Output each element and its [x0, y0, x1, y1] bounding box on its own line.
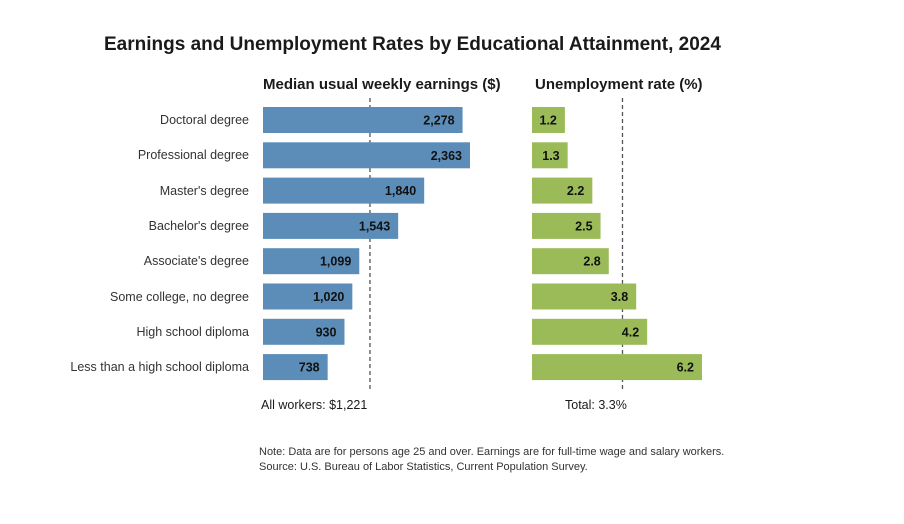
earnings-value-label: 738 [299, 361, 320, 375]
unemployment-bar [532, 212, 601, 239]
unemployment-bar [532, 354, 702, 381]
earnings-bar [263, 107, 463, 133]
earnings-bar [263, 354, 328, 381]
earnings-value-label: 1,543 [359, 219, 390, 233]
earnings-value-label: 1,840 [385, 184, 416, 198]
source-text: Source: U.S. Bureau of Labor Statistics,… [259, 461, 588, 473]
earnings-bar [263, 212, 399, 239]
earnings-bar [263, 142, 470, 169]
unemployment-reference-label: Total: 3.3% [565, 398, 627, 412]
note-text: Note: Data are for persons age 25 and ov… [259, 446, 725, 458]
unemployment-value-label: 2.5 [575, 219, 592, 233]
unemployment-bar [532, 283, 637, 310]
earnings-value-label: 1,020 [313, 290, 344, 304]
unemployment-bar [532, 318, 648, 345]
earnings-bar [263, 283, 353, 310]
earnings-value-label: 2,363 [431, 149, 462, 163]
earnings-value-label: 2,278 [423, 114, 454, 128]
unemployment-value-label: 1.2 [540, 114, 557, 128]
unemployment-value-label: 1.3 [542, 149, 559, 163]
earnings-bar [263, 177, 425, 204]
unemployment-bar [532, 142, 568, 169]
earnings-value-label: 930 [316, 325, 337, 339]
unemployment-bar [532, 248, 609, 275]
earnings-bar [263, 248, 360, 275]
chart-title: Earnings and Unemployment Rates by Educa… [104, 34, 721, 55]
unemployment-bar [532, 107, 565, 133]
earnings-panel-title: Median usual weekly earnings ($) [263, 76, 501, 93]
earnings-bar [263, 318, 345, 345]
unemployment-value-label: 2.2 [567, 184, 584, 198]
unemployment-panel-title: Unemployment rate (%) [535, 76, 703, 93]
earnings-value-label: 1,099 [320, 255, 351, 269]
earnings-reference-label: All workers: $1,221 [261, 398, 368, 412]
unemployment-value-label: 6.2 [677, 361, 694, 375]
unemployment-bar [532, 177, 593, 204]
unemployment-value-label: 4.2 [622, 325, 639, 339]
unemployment-value-label: 3.8 [611, 290, 628, 304]
unemployment-value-label: 2.8 [583, 255, 600, 269]
